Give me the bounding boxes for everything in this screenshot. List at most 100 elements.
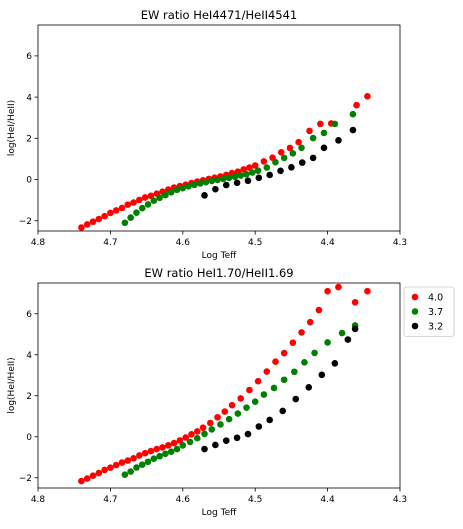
top-series-1-point	[133, 209, 140, 216]
top-series-0-point	[136, 196, 143, 204]
bottom-series-0-point	[207, 419, 214, 427]
legend-label: 4.0	[428, 292, 443, 303]
bottom-series-1-point	[208, 426, 216, 433]
bottom-series-0-point	[130, 454, 137, 462]
bottom-x-axis-label: Log Teff	[202, 508, 237, 518]
legend-marker	[411, 322, 419, 330]
bottom-series-0-point	[107, 464, 114, 472]
top-series-2-point	[335, 137, 342, 144]
legend-label: 3.7	[428, 307, 443, 318]
bottom-series-0-point	[176, 437, 184, 444]
bottom-series-0-point	[280, 349, 288, 357]
bottom-x-tick-label: 4.8	[31, 495, 46, 505]
top-series-1-point	[185, 183, 192, 190]
top-series-0-point	[277, 149, 285, 156]
top-series-1-point	[156, 194, 163, 202]
top-series-1-point	[144, 201, 152, 208]
bottom-series-0-point	[351, 298, 359, 306]
plot-bottom: 4.8 4.7 4.6 4.5 4.4 4.3 −2 0 2 4 6 EW ratio HeI1.70…	[7, 266, 407, 518]
bottom-series-0-point	[153, 445, 161, 453]
bottom-series-0-point	[289, 339, 297, 346]
legend-label: 3.2	[428, 321, 443, 332]
top-series-0-point	[112, 207, 120, 214]
top-series-1-point	[220, 175, 227, 183]
top-series-0-point	[317, 120, 324, 128]
bottom-series-0-point	[298, 329, 305, 336]
bottom-series-0-point	[272, 358, 279, 366]
top-series-1-point	[196, 180, 204, 187]
top-series-2-point	[201, 192, 208, 199]
top-series-0-point	[118, 204, 126, 212]
top-y-tick-label: 2	[26, 135, 32, 145]
bottom-series-1-point	[251, 398, 259, 405]
bottom-chart-title: EW ratio HeI1.70/HeII1.69	[144, 266, 293, 280]
bottom-series-0-point	[165, 442, 172, 449]
top-x-tick-label: 4.4	[320, 238, 335, 248]
top-series-2-point	[255, 174, 263, 182]
top-series-0-point	[130, 199, 137, 206]
top-series-1-point	[320, 129, 328, 137]
bottom-series-0-point	[193, 428, 201, 435]
bottom-series-1-point	[162, 450, 169, 458]
bottom-series-1-point	[138, 461, 146, 468]
top-series-1-point	[179, 184, 187, 192]
top-chart-title: EW ratio HeI4471/HeII4541	[141, 8, 298, 22]
top-y-tick-label: 4	[26, 93, 32, 103]
bottom-series-0-point	[237, 395, 245, 402]
bottom-series-0-point	[335, 283, 342, 291]
top-series-1-point	[208, 177, 216, 185]
bottom-series-0-point	[112, 461, 120, 469]
bottom-series-1-point	[225, 415, 233, 423]
top-series-0-point	[101, 212, 108, 220]
top-series-1-point	[150, 197, 158, 205]
top-series-1-point	[121, 219, 129, 227]
top-x-tick-label: 4.6	[176, 238, 191, 248]
bottom-series-0-point	[306, 318, 314, 326]
bottom-axes-frame	[37, 282, 401, 489]
top-series-1-point	[289, 150, 297, 157]
bottom-series-2-point	[201, 445, 208, 453]
top-x-tick-label: 4.7	[103, 238, 117, 248]
top-series-0-point	[95, 215, 103, 223]
top-series-1-point	[173, 186, 181, 194]
top-series-0-point	[260, 158, 268, 165]
bottom-series-1-point	[179, 442, 187, 449]
top-series-1-point	[254, 167, 262, 174]
bottom-x-tick-label: 4.6	[176, 495, 191, 505]
bottom-series-1-point	[186, 438, 194, 446]
bottom-series-0-point	[364, 287, 371, 295]
bottom-series-1-point	[217, 421, 224, 428]
top-series-2-point	[233, 179, 241, 187]
bottom-series-0-point	[182, 434, 189, 441]
top-x-tick-label: 4.3	[393, 238, 407, 248]
bottom-series-2-point	[233, 434, 241, 442]
top-x-tick-label: 4.8	[31, 238, 46, 248]
bottom-series-2-point	[344, 336, 352, 343]
bottom-series-1-point	[311, 349, 318, 357]
top-y-tick-label: 6	[26, 52, 32, 62]
bottom-series-0-point	[254, 377, 262, 385]
top-series-1-point	[214, 176, 221, 184]
bottom-x-tick-label: 4.5	[248, 495, 262, 505]
top-series-1-point	[263, 164, 271, 171]
plot-top: 4.8 4.7 4.6 4.5 4.4 4.3 −2 0 2 4 6 EW ratio HeI4471…	[7, 8, 407, 261]
bottom-x-tick-label: 4.4	[320, 495, 335, 505]
top-y-axis-label: log(HeI/HeII)	[7, 100, 17, 156]
top-series-0-point	[147, 192, 155, 200]
top-series-1-point	[162, 191, 169, 199]
top-series-1-point	[309, 134, 317, 142]
bottom-y-tick-label: 6	[26, 310, 32, 320]
bottom-y-tick-label: −2	[19, 474, 32, 484]
bottom-series-2-point	[318, 371, 326, 379]
top-series-2-point	[222, 181, 230, 189]
bottom-series-0-point	[324, 287, 331, 295]
bottom-series-0-point	[89, 472, 97, 480]
top-series-1-point	[191, 181, 198, 189]
bottom-series-2-point	[292, 395, 300, 403]
top-series-0-point	[353, 101, 360, 109]
bottom-series-0-point	[263, 368, 271, 375]
top-series-2-point	[309, 154, 317, 162]
top-series-2-point	[298, 159, 306, 166]
bottom-series-2-point	[212, 441, 219, 449]
